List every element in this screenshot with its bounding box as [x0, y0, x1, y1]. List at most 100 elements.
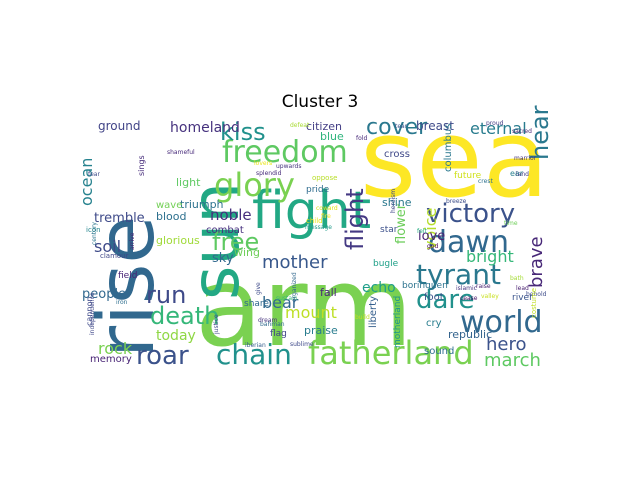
word-people: people — [82, 287, 126, 302]
word-run: run — [146, 281, 186, 309]
word-liberty: liberty — [368, 296, 379, 328]
word-dare: dare — [416, 285, 475, 315]
word-flower: flower — [394, 203, 409, 244]
word-oppose: oppose — [312, 174, 337, 182]
word-pride: pride — [306, 185, 330, 195]
word-world: world — [460, 305, 543, 340]
word-memory: memory — [90, 354, 132, 365]
word-hero: hero — [486, 334, 527, 355]
word-arm: arm — [195, 243, 413, 371]
word-kiss: kiss — [220, 118, 266, 146]
word-bahman: bahman — [260, 321, 285, 328]
word-shameful: shameful — [167, 149, 195, 156]
word-today: today — [156, 328, 196, 344]
word-shine: shine — [382, 196, 412, 209]
word-cry: cry — [426, 318, 442, 329]
word-cannon: cannon — [85, 297, 94, 326]
word-organized: organized — [291, 272, 298, 302]
word-cover: cover — [366, 115, 428, 140]
word-triumph: triumph — [180, 198, 224, 211]
word-sings: sings — [137, 155, 146, 176]
word-felt: felt — [417, 228, 427, 235]
word-noble: noble — [210, 206, 252, 224]
word-ear: ear — [510, 169, 524, 178]
word-blood: blood — [156, 210, 186, 223]
word-brave: brave — [526, 236, 547, 288]
word-proud: proud — [486, 120, 504, 127]
word-time: time — [504, 220, 518, 227]
word-future: future — [454, 171, 482, 181]
word-light: light — [176, 176, 201, 189]
word-sustain: sustain — [276, 295, 298, 302]
word-star: star — [380, 225, 398, 235]
word-dawn: dawn — [428, 225, 509, 260]
word-river: river — [512, 293, 533, 303]
word-roar: roar — [136, 341, 189, 371]
word-fall: fall — [320, 286, 337, 299]
word-arrive: arrive — [129, 232, 136, 250]
word-independence: independence — [89, 292, 96, 335]
word-crest: crest — [478, 178, 493, 185]
word-soil: soil — [94, 237, 121, 256]
word-sacred: sacred — [512, 128, 532, 135]
word-lead: lead — [516, 285, 529, 292]
word-rise: rise — [82, 216, 172, 358]
word-breast: breast — [416, 119, 454, 133]
word-give: give — [255, 282, 262, 295]
word-costume: costume — [530, 288, 538, 318]
word-valley: valley — [481, 293, 499, 300]
word-tear: tear — [395, 123, 408, 130]
word-century: century — [91, 222, 98, 245]
word-eternal: eternal — [470, 119, 527, 138]
word-bright: bright — [466, 247, 514, 266]
word-breeze: breeze — [446, 198, 467, 205]
word-islamic: islamic — [456, 285, 477, 292]
word-motherland: motherland — [393, 296, 403, 348]
word-land: land — [516, 171, 529, 178]
word-icon: icon — [86, 226, 101, 234]
word-raise: raise — [476, 283, 491, 290]
chart-title: Cluster 3 — [281, 92, 359, 112]
word-cross: cross — [384, 149, 410, 160]
word-share: share — [244, 299, 269, 309]
word-combat: combat — [206, 225, 244, 236]
word-flag: flag — [270, 329, 287, 339]
word-cease: cease — [460, 295, 478, 302]
word-lovers: lovers — [254, 160, 272, 167]
word-field: field — [118, 271, 137, 281]
word-fold: fold — [356, 135, 367, 142]
word-love: love — [418, 229, 445, 244]
word-praise: praise — [304, 324, 338, 337]
word-glory: glory — [214, 166, 295, 204]
word-dream: dream — [258, 317, 278, 324]
word-fight: fight — [252, 181, 371, 241]
word-build: build — [355, 314, 370, 321]
word-child: child — [306, 217, 323, 225]
word-bugle: bugle — [373, 259, 399, 269]
word-homeland: homeland — [170, 120, 240, 136]
word-defeat: defeat — [290, 122, 310, 129]
word-upwards: upwards — [276, 163, 302, 170]
word-coward: coward — [316, 205, 338, 212]
word-justice: justice — [213, 314, 220, 335]
word-glorious: glorious — [156, 234, 200, 247]
word-bear: bear — [262, 293, 299, 312]
word-flight: flight — [341, 188, 369, 250]
word-tremble: tremble — [94, 211, 145, 226]
word-rock: rock — [98, 339, 133, 358]
word-sea: sea — [360, 97, 549, 222]
word-blue: blue — [320, 130, 344, 143]
word-heroism: heroism — [390, 189, 397, 213]
word-sound: sound — [424, 346, 454, 357]
word-sublime: sublime — [290, 341, 314, 348]
word-freedom: freedom — [222, 135, 348, 170]
word-republic: republic — [448, 328, 492, 341]
word-death: death — [150, 302, 219, 330]
word-iberian: iberian — [245, 342, 266, 349]
word-ocean: ocean — [77, 158, 96, 206]
word-citizen: citizen — [306, 120, 342, 133]
word-ground: ground — [98, 119, 140, 133]
word-fear: fear — [88, 171, 100, 178]
word-iron: iron — [116, 299, 128, 306]
